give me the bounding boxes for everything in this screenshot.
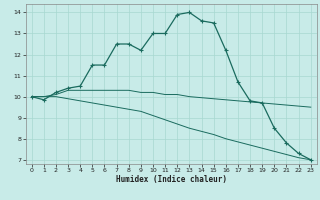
X-axis label: Humidex (Indice chaleur): Humidex (Indice chaleur) bbox=[116, 175, 227, 184]
